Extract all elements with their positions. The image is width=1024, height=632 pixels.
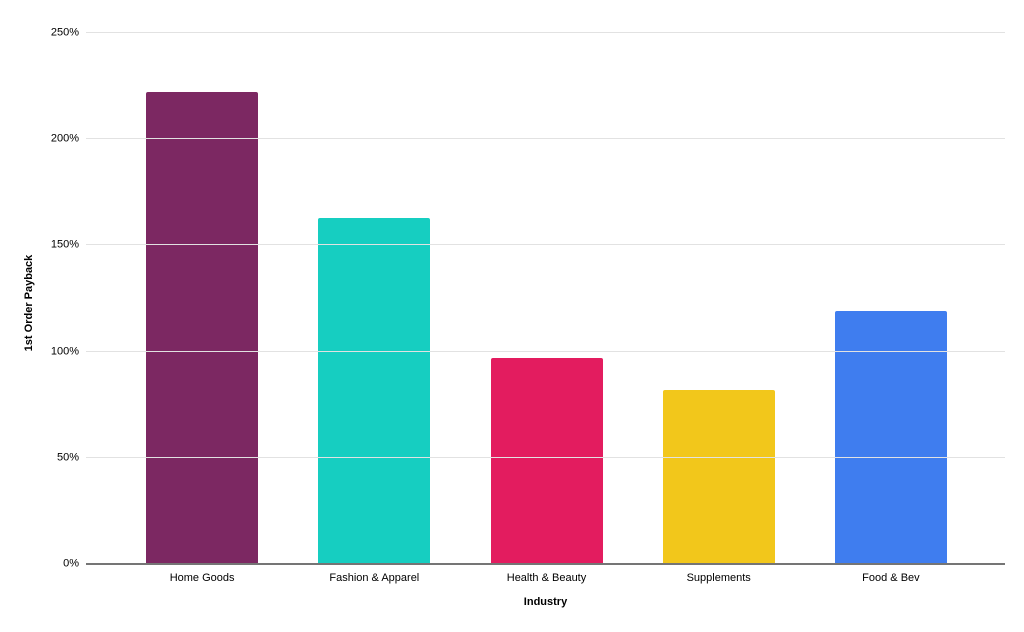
gridline-100 bbox=[86, 350, 1005, 352]
x-category-label: Home Goods bbox=[169, 572, 235, 584]
gridline-150 bbox=[86, 244, 1005, 246]
category-slot: Fashion & Apparel bbox=[288, 33, 460, 584]
y-axis-title: 1st Order Payback bbox=[23, 254, 35, 352]
bar-food-bev bbox=[834, 311, 947, 564]
y-tick-label-250: 250% bbox=[50, 26, 79, 39]
bar-fashion-apparel bbox=[318, 217, 431, 564]
bars-row: Home Goods Fashion & Apparel Health & Beau… bbox=[116, 33, 977, 584]
y-tick-label-100: 100% bbox=[50, 345, 79, 358]
x-category-label: Food & Bev bbox=[862, 572, 920, 584]
gridline-200 bbox=[86, 138, 1005, 140]
y-tick-label-150: 150% bbox=[50, 238, 79, 251]
gridline-250 bbox=[86, 32, 1005, 33]
x-category-label: Health & Beauty bbox=[506, 572, 587, 584]
y-tick-label-200: 200% bbox=[50, 132, 79, 145]
bar-health-beauty bbox=[490, 357, 603, 564]
category-slot: Supplements bbox=[633, 33, 805, 584]
plot-area: Home Goods Fashion & Apparel Health & Beau… bbox=[51, 27, 1005, 584]
category-slot: Home Goods bbox=[116, 33, 288, 584]
x-category-label: Supplements bbox=[686, 572, 751, 584]
bar-supplements bbox=[662, 389, 775, 564]
category-slot: Health & Beauty bbox=[460, 33, 632, 584]
category-slot: Food & Bev bbox=[805, 33, 977, 584]
x-axis-title: Industry bbox=[523, 596, 568, 608]
gridline-50 bbox=[86, 456, 1005, 458]
x-axis-baseline bbox=[86, 563, 1005, 565]
y-tick-label-0: 0% bbox=[63, 557, 79, 570]
y-tick-label-50: 50% bbox=[56, 451, 79, 464]
x-category-label: Fashion & Apparel bbox=[329, 572, 420, 584]
bar-home-goods bbox=[146, 92, 259, 564]
